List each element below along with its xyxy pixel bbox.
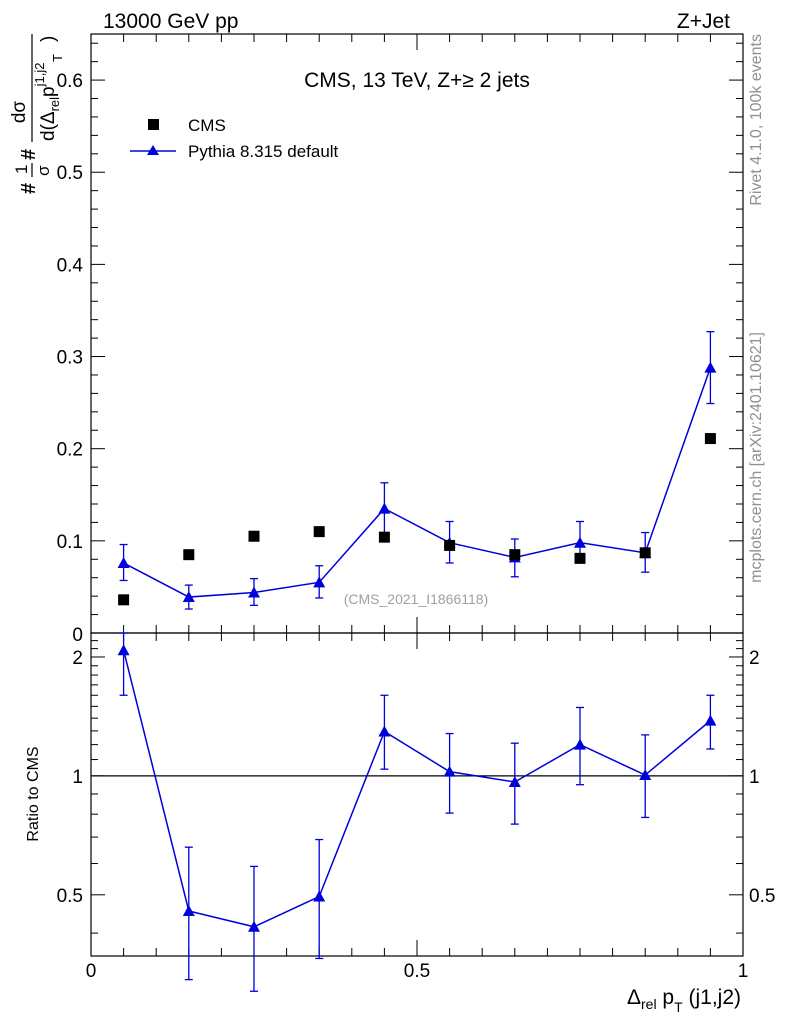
cms-data-point xyxy=(444,539,456,551)
ylabel-deriv-num: dσ xyxy=(9,101,30,124)
main-y-tick-label: 0.2 xyxy=(57,440,83,461)
ratio-y-tick-label-right: 1 xyxy=(749,767,760,788)
pythia-data-point xyxy=(313,576,326,588)
ratio-data-point xyxy=(508,776,521,788)
cms-data-point xyxy=(313,526,325,538)
main-y-tick-label: 0.5 xyxy=(57,163,83,184)
cms-data-point xyxy=(704,433,716,445)
ratio-series-line xyxy=(122,650,711,928)
cms-data-point xyxy=(509,549,521,561)
legend-pythia-marker xyxy=(147,145,159,155)
pythia-data-point xyxy=(117,556,130,568)
header-right-label: Z+Jet xyxy=(677,10,730,33)
ylabel-deriv-den: d(Δrelpj1,j2 xyxy=(32,63,62,141)
cms-data-point xyxy=(574,552,586,564)
legend-cms-marker xyxy=(148,119,159,130)
analysis-watermark: (CMS_2021_I1866118) xyxy=(344,591,489,607)
ratio-data-marks xyxy=(117,632,717,992)
ratio-data-point xyxy=(639,769,652,781)
ratio-y-tick-label: 1 xyxy=(72,767,83,788)
ratio-y-tick-label-right: 2 xyxy=(749,648,760,669)
x-tick-label: 0.5 xyxy=(404,961,430,982)
main-y-axis-label: # 1 σ # dσ d(Δrelpj1,j2 T ) xyxy=(9,34,65,194)
pythia-data-point xyxy=(378,502,391,514)
main-data-marks xyxy=(117,331,717,610)
ratio-axis-ticks: 0.5 0.5 1 1 2 2 0 0.5 1 xyxy=(57,633,775,982)
plot-title: CMS, 13 TeV, Z+≥ 2 jets xyxy=(304,69,530,92)
legend-cms-label: CMS xyxy=(188,116,226,135)
pythia-series-line xyxy=(123,367,712,598)
main-y-tick-label: 0.4 xyxy=(57,255,84,276)
x-tick-label: 1 xyxy=(738,961,749,982)
ratio-y-tick-label: 0.5 xyxy=(57,886,83,907)
ratio-data-point xyxy=(704,714,717,726)
ratio-y-tick-label-right: 0.5 xyxy=(749,886,775,907)
pythia-data-point xyxy=(182,591,195,603)
ylabel-sub-t: T xyxy=(50,54,65,62)
ratio-data-point xyxy=(117,644,130,656)
pythia-data-point xyxy=(704,361,717,373)
x-axis-label: Δrel pT (j1,j2) xyxy=(627,986,741,1015)
cms-data-point xyxy=(378,531,390,543)
cms-data-point xyxy=(118,594,130,606)
ylabel-hash: # xyxy=(18,183,40,194)
ratio-data-point xyxy=(443,765,456,777)
pythia-data-point xyxy=(248,586,260,598)
ylabel-close-paren: ) xyxy=(38,36,59,42)
rivet-version-label: Rivet 4.1.0, 100k events xyxy=(748,34,765,206)
main-y-tick-label: 0.1 xyxy=(57,532,83,553)
ylabel-frac-den: σ xyxy=(34,165,53,176)
ratio-data-point xyxy=(574,738,586,750)
cms-data-point xyxy=(183,549,195,561)
ratio-data-point xyxy=(378,725,391,737)
ratio-y-axis-label: Ratio to CMS xyxy=(25,746,42,841)
main-y-tick-label: 0.6 xyxy=(57,71,83,92)
main-axis-ticks: 0.1 0.2 0.3 0.4 0.5 0.6 0 xyxy=(57,34,744,646)
legend-pythia-label: Pythia 8.315 default xyxy=(188,142,339,161)
main-y-tick-label: 0.3 xyxy=(57,348,83,369)
header-left-label: 13000 GeV pp xyxy=(103,10,238,33)
cms-data-point xyxy=(248,530,260,542)
main-y-tick-label-zero: 0 xyxy=(72,625,83,646)
ylabel-hash-2: # xyxy=(18,149,40,160)
cms-data-point xyxy=(639,547,651,559)
ratio-data-point xyxy=(248,920,260,932)
ratio-data-point xyxy=(313,890,326,902)
ylabel-frac-num: 1 xyxy=(12,165,31,174)
x-tick-label: 0 xyxy=(86,961,97,982)
ratio-data-point xyxy=(182,904,195,916)
mcplots-label: mcplots.cern.ch [arXiv:2401.10621] xyxy=(748,332,765,583)
ratio-y-tick-label: 2 xyxy=(72,648,83,669)
pythia-data-point xyxy=(574,536,586,548)
